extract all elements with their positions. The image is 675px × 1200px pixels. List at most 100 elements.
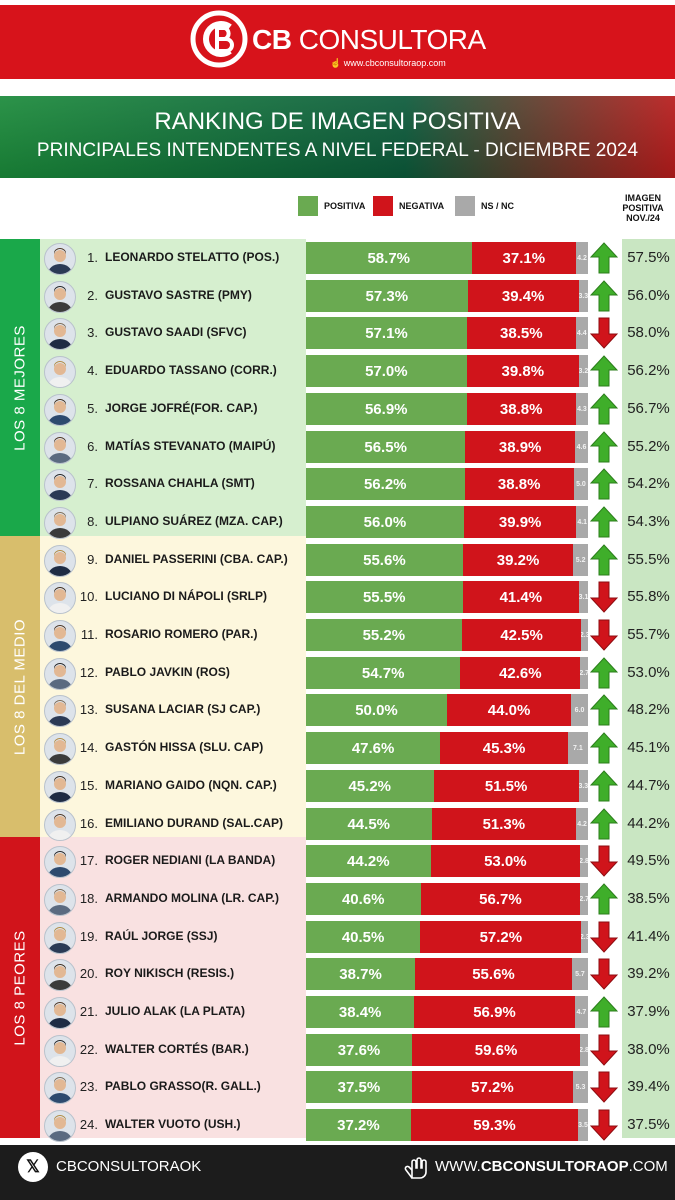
stacked-bar: 37.5% 57.2% 5.3 — [306, 1071, 588, 1103]
rank-number: 6. — [87, 439, 98, 454]
mayor-name: PABLO GRASSO(R. GALL.) — [105, 1079, 261, 1093]
previous-image-value: 39.2% — [627, 965, 670, 982]
negative-segment: 39.9% — [463, 506, 577, 538]
negative-segment: 44.0% — [447, 694, 572, 726]
footer-handle[interactable]: CBCONSULTORAOK — [56, 1158, 202, 1175]
hand-pointer-icon — [404, 1157, 427, 1179]
table-row: 2. GUSTAVO SASTRE (PMY) 57.3% 39.4% 3.3 56.0% — [0, 277, 675, 315]
stacked-bar: 55.6% 39.2% 5.2 — [306, 544, 588, 576]
x-social-icon[interactable]: 𝕏 — [18, 1152, 48, 1182]
rank-number: 2. — [87, 288, 98, 303]
mayor-name: ARMANDO MOLINA (LR. CAP.) — [105, 891, 279, 905]
negative-segment: 39.4% — [467, 280, 579, 312]
nsnc-segment: 2.7 — [580, 657, 588, 689]
stacked-bar: 57.1% 38.5% 4.4 — [306, 317, 588, 349]
arrow-down-icon — [589, 1109, 619, 1141]
mayor-name: EMILIANO DURAND (SAL.CAP) — [105, 816, 283, 830]
negative-segment: 39.2% — [462, 544, 574, 576]
mayor-name: ROGER NEDIANI (LA BANDA) — [105, 853, 276, 867]
nsnc-segment: 4.4 — [575, 317, 588, 349]
positive-segment: 57.0% — [306, 355, 467, 387]
positive-segment: 56.5% — [306, 431, 466, 463]
mayor-name: JORGE JOFRÉ(FOR. CAP.) — [105, 401, 258, 415]
negative-segment: 38.5% — [467, 317, 576, 349]
nsnc-segment: 3.2 — [578, 355, 588, 387]
avatar — [44, 394, 76, 426]
previous-header-line: NOV./24 — [626, 213, 660, 223]
mayor-name: PABLO JAVKIN (ROS) — [105, 665, 230, 679]
avatar — [44, 846, 76, 878]
positive-segment: 54.7% — [306, 657, 461, 689]
negative-segment: 42.5% — [461, 619, 582, 651]
legend-label-positive: POSITIVA — [324, 201, 366, 211]
stacked-bar: 57.3% 39.4% 3.3 — [306, 280, 588, 312]
table-row: 9. DANIEL PASSERINI (CBA. CAP.) 55.6% 39.2%… — [0, 541, 675, 579]
footer-website-prefix: WWW. — [435, 1158, 481, 1175]
mayor-name: GASTÓN HISSA (SLU. CAP) — [105, 740, 264, 754]
footer-website-bold: CBCONSULTORAOP — [480, 1158, 629, 1175]
negative-segment: 37.1% — [471, 242, 577, 274]
arrow-up-icon — [589, 431, 619, 463]
brand-url[interactable]: ☝ www.cbconsultoraop.com — [330, 58, 446, 69]
previous-image-value: 41.4% — [627, 928, 670, 945]
arrow-up-icon — [589, 694, 619, 726]
previous-image-value: 54.3% — [627, 513, 670, 530]
brand-url-text: www.cbconsultoraop.com — [343, 58, 446, 68]
previous-header-line: POSITIVA — [622, 203, 664, 213]
stacked-bar: 44.5% 51.3% 4.2 — [306, 808, 588, 840]
rank-number: 5. — [87, 401, 98, 416]
table-row: 20. ROY NIKISCH (RESIS.) 38.7% 55.6% 5.7 39.2… — [0, 955, 675, 993]
positive-segment: 56.0% — [306, 506, 464, 538]
negative-segment: 57.2% — [411, 1071, 574, 1103]
rank-number: 10. — [79, 589, 98, 604]
previous-image-value: 45.1% — [627, 739, 670, 756]
table-row: 13. SUSANA LACIAR (SJ CAP.) 50.0% 44.0% 6.0 4… — [0, 691, 675, 729]
nsnc-segment: 4.6 — [574, 431, 588, 463]
negative-segment: 55.6% — [415, 958, 572, 990]
avatar — [44, 243, 76, 275]
mayor-name: LUCIANO DI NÁPOLI (SRLP) — [105, 589, 267, 603]
rank-number: 24. — [79, 1117, 98, 1132]
rank-number: 9. — [87, 552, 98, 567]
previous-image-value: 54.2% — [627, 475, 670, 492]
legend-swatch-negative — [373, 196, 393, 216]
group-label-worst: LOS 8 PEORES — [0, 837, 40, 1138]
positive-segment: 56.9% — [306, 393, 467, 425]
positive-segment: 47.6% — [306, 732, 441, 764]
previous-image-value: 49.5% — [627, 852, 670, 869]
footer-website[interactable]: WWW.CBCONSULTORAOP.COM — [435, 1158, 668, 1175]
mayor-name: SUSANA LACIAR (SJ CAP.) — [105, 702, 261, 716]
avatar — [44, 695, 76, 727]
negative-segment: 56.9% — [414, 996, 575, 1028]
footer-website-suffix: .COM — [628, 1158, 668, 1175]
arrow-down-icon — [589, 1034, 619, 1066]
rank-number: 14. — [79, 740, 98, 755]
title-band — [0, 96, 675, 178]
positive-segment: 57.1% — [306, 317, 467, 349]
rank-number: 7. — [87, 476, 98, 491]
arrow-down-icon — [589, 958, 619, 990]
rank-number: 13. — [79, 702, 98, 717]
arrow-down-icon — [589, 1071, 619, 1103]
arrow-up-icon — [589, 770, 619, 802]
rank-number: 12. — [79, 665, 98, 680]
avatar — [44, 922, 76, 954]
previous-image-value: 56.7% — [627, 400, 670, 417]
previous-image-value: 38.0% — [627, 1041, 670, 1058]
nsnc-segment: 2.3 — [581, 921, 588, 953]
avatar — [44, 356, 76, 388]
previous-header-line: IMAGEN — [625, 193, 661, 203]
mayor-name: ROY NIKISCH (RESIS.) — [105, 966, 235, 980]
stacked-bar: 54.7% 42.6% 2.7 — [306, 657, 588, 689]
positive-segment: 58.7% — [306, 242, 472, 274]
nsnc-segment: 3.1 — [579, 581, 588, 613]
rank-number: 8. — [87, 514, 98, 529]
table-row: 12. PABLO JAVKIN (ROS) 54.7% 42.6% 2.7 53.0% — [0, 654, 675, 692]
brand-logo[interactable]: CB CONSULTORA ☝ www.cbconsultoraop.com — [190, 10, 490, 72]
footer-bar — [0, 1145, 675, 1200]
stacked-bar: 38.4% 56.9% 4.7 — [306, 996, 589, 1028]
table-row: 7. ROSSANA CHAHLA (SMT) 56.2% 38.8% 5.0 54.2% — [0, 465, 675, 503]
table-row: 11. ROSARIO ROMERO (PAR.) 55.2% 42.5% 2.3 55.… — [0, 616, 675, 654]
mayor-name: RAÚL JORGE (SSJ) — [105, 929, 218, 943]
mayor-name: ULPIANO SUÁREZ (MZA. CAP.) — [105, 514, 283, 528]
